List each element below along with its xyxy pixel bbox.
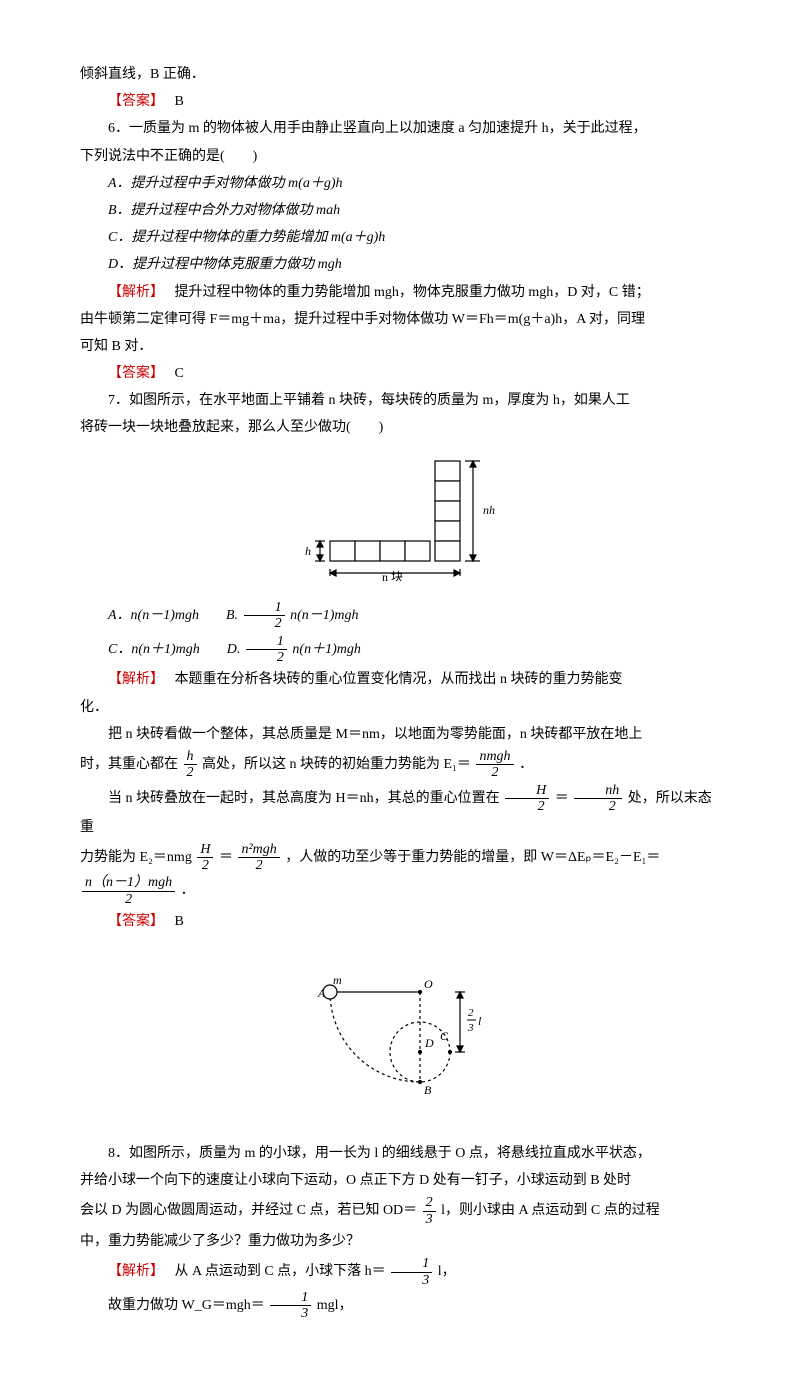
- q7-jiexi-3: 时，其重心都在 h2 高处，所以这 n 块砖的初始重力势能为 E₁＝ nmgh2…: [80, 749, 720, 781]
- q7-answer: 【答案】 B: [80, 909, 720, 934]
- nkuai-label: n 块: [382, 570, 403, 581]
- answer-label: 【答案】: [108, 366, 157, 381]
- q7-stem-2: 将砖一块一块地叠放起来，那么人至少做功( ): [80, 415, 720, 440]
- q8-stem-1: 8．如图所示，质量为 m 的小球，用一长为 l 的细线悬于 O 点，将悬线拉直成…: [80, 1141, 720, 1166]
- answer-5-value: B: [175, 94, 184, 109]
- frac-H2: H2: [505, 783, 549, 815]
- q6-opt-a: A．提升过程中手对物体做功 m(a＋g)h: [80, 171, 720, 196]
- q7-opt-d-frac: 12: [246, 634, 287, 666]
- q6-stem-2: 下列说法中不正确的是( ): [80, 144, 720, 169]
- frac-h2: h2: [184, 749, 197, 781]
- q6-jiexi-3: 可知 B 对．: [80, 334, 720, 359]
- dim-l: l: [478, 1014, 482, 1028]
- q7-opt-c: C．n(n＋1)mgh: [108, 642, 200, 657]
- dim-num: 2: [468, 1007, 474, 1019]
- q6-jiexi-2: 由牛顿第二定律可得 F＝mg＋ma，提升过程中手对物体做功 W＝Fh＝m(g＋a…: [80, 307, 720, 332]
- q8-jiexi-1: 【解析】 从 A 点运动到 C 点，小球下落 h＝ 13 l，: [80, 1256, 720, 1288]
- frac-final: n（n－1）mgh2: [82, 875, 175, 907]
- q7-opt-b-pre: B.: [226, 608, 238, 623]
- q8-diagram: A m O D C B 2 3 l: [80, 972, 720, 1131]
- q6-opt-d: D．提升过程中物体克服重力做功 mgh: [80, 252, 720, 277]
- q7-jiexi-6: n（n－1）mgh2 ．: [80, 875, 720, 907]
- prev-line: 倾斜直线，B 正确．: [80, 62, 720, 87]
- q8-jiexi-2: 故重力做功 W_G＝mgh＝ 13 mgl，: [80, 1290, 720, 1322]
- q7-opt-b-post: n(n－1)mgh: [290, 608, 358, 623]
- q7-opt-b-frac: 12: [244, 600, 285, 632]
- q7-stem-1: 7．如图所示，在水平地面上平铺着 n 块砖，每块砖的质量为 m，厚度为 h，如果…: [80, 388, 720, 413]
- q7-opt-d-post: n(n＋1)mgh: [292, 642, 360, 657]
- pt-O: O: [424, 977, 433, 991]
- q6-jiexi: 【解析】 提升过程中物体的重力势能增加 mgh，物体克服重力做功 mgh，D 对…: [80, 280, 720, 305]
- answer-label: 【答案】: [108, 914, 157, 929]
- q7-jiexi-5: 力势能为 E₂＝nmg H2 ＝ n²mgh2 ，人做的功至少等于重力势能的增量…: [80, 842, 720, 874]
- q7-opt-d-pre: D.: [227, 642, 241, 657]
- q8-stem-4: 中，重力势能减少了多少？重力做功为多少？: [80, 1229, 720, 1254]
- q7-answer-value: B: [175, 914, 184, 929]
- q8-stem-2: 并给小球一个向下的速度让小球向下运动，O 点正下方 D 处有一钉子，小球运动到 …: [80, 1168, 720, 1193]
- pt-C: C: [440, 1029, 449, 1043]
- q8-stem-3: 会以 D 为圆心做圆周运动，并经过 C 点，若已知 OD＝ 23 l，则小球由 …: [80, 1195, 720, 1227]
- pt-B: B: [424, 1083, 432, 1097]
- q6-answer: 【答案】 C: [80, 361, 720, 386]
- jiexi-label: 【解析】: [108, 285, 157, 300]
- pt-D: D: [424, 1036, 434, 1050]
- frac-13a: 13: [391, 1256, 432, 1288]
- q7-jiexi-2: 把 n 块砖看做一个整体，其总质量是 M＝nm，以地面为零势能面，n 块砖都平放…: [80, 722, 720, 747]
- nh-label: nh: [483, 503, 495, 517]
- h-label: h: [305, 544, 311, 558]
- frac-23: 23: [423, 1195, 436, 1227]
- q6-answer-value: C: [175, 366, 184, 381]
- frac-H2b: H2: [197, 842, 213, 874]
- q6-jiexi-1: 提升过程中物体的重力势能增加 mgh，物体克服重力做功 mgh，D 对，C 错；: [175, 285, 650, 300]
- pt-m: m: [333, 973, 342, 987]
- frac-n2mgh2: n²mgh2: [238, 842, 279, 874]
- answer-label: 【答案】: [108, 94, 157, 109]
- jiexi-label: 【解析】: [108, 672, 157, 687]
- q7-opt-a: A．n(n－1)mgh: [108, 608, 199, 623]
- q6-stem-1: 6．一质量为 m 的物体被人用手由静止竖直向上以加速度 a 匀加速提升 h，关于…: [80, 116, 720, 141]
- q7-jiexi-1b: 化．: [80, 695, 720, 720]
- q7-options-ab: A．n(n－1)mgh B. 12 n(n－1)mgh: [80, 600, 720, 632]
- frac-nmgh2: nmgh2: [476, 749, 513, 781]
- jiexi-label: 【解析】: [108, 1264, 157, 1279]
- frac-13b: 13: [270, 1290, 311, 1322]
- dim-den: 3: [467, 1022, 474, 1034]
- q7-diagram: h nh n 块: [80, 451, 720, 590]
- pt-A: A: [317, 986, 326, 1000]
- q7-jiexi-4: 当 n 块砖叠放在一起时，其总高度为 H＝nh，其总的重心位置在 H2 ＝ nh…: [80, 783, 720, 840]
- q7-jiexi-1: 【解析】 本题重在分析各块砖的重心位置变化情况，从而找出 n 块砖的重力势能变: [80, 667, 720, 692]
- frac-nh2: nh2: [574, 783, 622, 815]
- q6-opt-b: B．提升过程中合外力对物体做功 mah: [80, 198, 720, 223]
- q6-opt-c: C．提升过程中物体的重力势能增加 m(a＋g)h: [80, 225, 720, 250]
- q7-options-cd: C．n(n＋1)mgh D. 12 n(n＋1)mgh: [80, 634, 720, 666]
- answer-5: 【答案】 B: [80, 89, 720, 114]
